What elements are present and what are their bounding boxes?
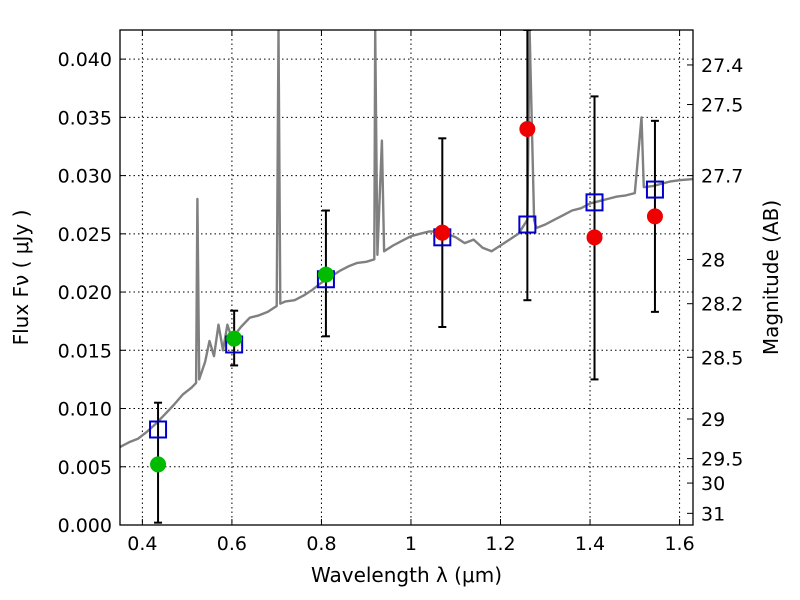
magnitude-tick-label: 30 xyxy=(701,473,725,495)
axis-ticks: 0.4 0.6 0.8 1 1.2 1.4 1.6 0.000 0.005 0.010 0.015 0… xyxy=(58,30,743,555)
y-tick-label: 0.025 xyxy=(58,224,112,246)
y-tick-label: 0.000 xyxy=(58,515,112,537)
observed-flux-point xyxy=(519,121,536,137)
x-tick-label: 1 xyxy=(405,533,417,555)
observed-flux-point xyxy=(434,224,451,241)
grid-lines xyxy=(120,30,693,526)
magnitude-tick-label: 27.7 xyxy=(701,166,743,188)
observed-flux-point xyxy=(646,208,663,225)
magnitude-tick-label: 27.5 xyxy=(701,95,743,117)
y-tick-label: 0.015 xyxy=(58,340,112,362)
model-flux-square xyxy=(645,180,664,199)
model-flux-square xyxy=(149,420,168,439)
x-tick-label: 1.2 xyxy=(485,533,515,555)
observed-flux-point xyxy=(317,266,334,283)
magnitude-tick-label: 31 xyxy=(701,503,725,525)
y-tick-label: 0.005 xyxy=(58,457,112,479)
x-axis-label: Wavelength λ (μm) xyxy=(311,563,502,587)
y-axis-label: Flux Fν ( μJy ) xyxy=(9,210,33,346)
magnitude-tick-label: 29 xyxy=(701,409,725,431)
magnitude-tick-label: 28.2 xyxy=(701,294,743,316)
observed-flux-point xyxy=(586,229,603,246)
y-tick-label: 0.040 xyxy=(58,49,112,71)
magnitude-tick-label: 27.4 xyxy=(701,55,743,77)
y-tick-label: 0.010 xyxy=(58,399,112,421)
x-tick-label: 0.8 xyxy=(306,533,336,555)
plot-area xyxy=(120,30,693,524)
magnitude-tick-label: 28.5 xyxy=(701,347,743,369)
spectrum-line xyxy=(120,30,693,449)
y-tick-label: 0.020 xyxy=(58,282,112,304)
plot-frame xyxy=(119,29,694,526)
x-tick-label: 1.4 xyxy=(575,533,605,555)
model-flux-square xyxy=(518,215,537,234)
x-tick-label: 1.6 xyxy=(664,533,694,555)
x-tick-label: 0.6 xyxy=(217,533,247,555)
y-tick-label: 0.035 xyxy=(58,107,112,129)
observed-flux-point xyxy=(150,456,167,473)
model-flux-square xyxy=(585,193,604,212)
y-tick-label: 0.030 xyxy=(58,166,112,188)
observed-flux-point xyxy=(226,330,243,347)
magnitude-tick-label: 29.5 xyxy=(701,449,743,471)
x-tick-label: 0.4 xyxy=(127,533,157,555)
magnitude-tick-label: 28 xyxy=(701,249,725,271)
magnitude-axis-label: Magnitude (AB) xyxy=(759,200,783,355)
